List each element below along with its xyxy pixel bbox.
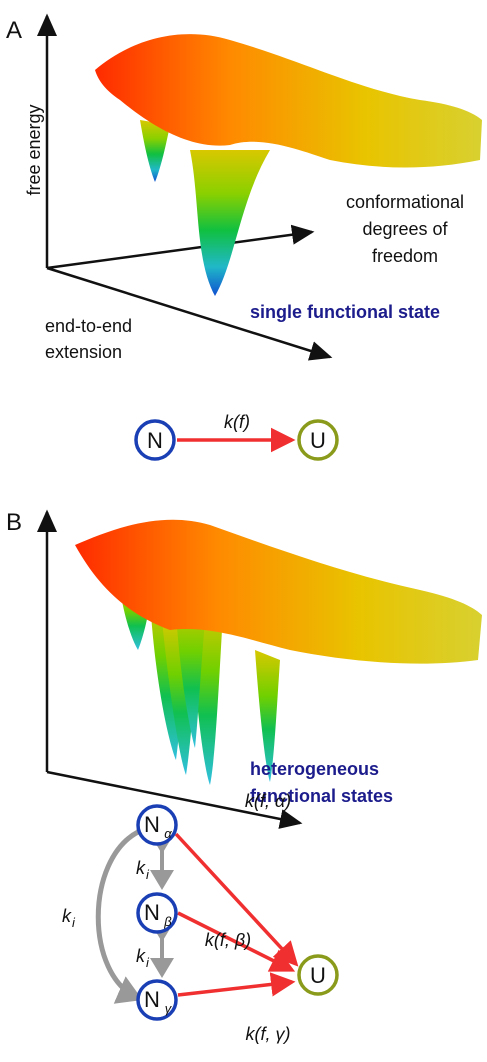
caption: heterogeneous bbox=[250, 759, 379, 779]
rate-label: k(f, β) bbox=[205, 930, 251, 950]
axes bbox=[37, 509, 303, 829]
node-label: N bbox=[147, 428, 163, 453]
node-label: N bbox=[144, 900, 160, 925]
exchange-rate-subscript: i bbox=[72, 915, 76, 930]
rate-label: k(f, α) bbox=[245, 791, 291, 811]
node-subscript: α bbox=[164, 826, 172, 841]
scheme: N α N β N γ U k(f, α) k(f, β) k(f, γ) k … bbox=[62, 791, 339, 1044]
node-label: U bbox=[310, 963, 326, 988]
axis-label: end-to-end bbox=[45, 316, 132, 336]
exchange-rate-subscript: i bbox=[146, 867, 150, 882]
rate-label: k(f, γ) bbox=[246, 1024, 291, 1044]
axis-label: conformational bbox=[346, 192, 464, 212]
node-label: N bbox=[144, 812, 160, 837]
energy-surface bbox=[75, 519, 482, 785]
rate-label: k(f) bbox=[224, 412, 250, 432]
panel-label: B bbox=[6, 509, 22, 536]
exchange-rate: k bbox=[136, 858, 146, 878]
axis-label: free energy bbox=[24, 104, 44, 195]
node-subscript: γ bbox=[165, 1001, 173, 1016]
axis-label: extension bbox=[45, 342, 122, 362]
exchange-rate: k bbox=[136, 946, 146, 966]
panel-label: A bbox=[6, 17, 22, 44]
axis-label: freedom bbox=[372, 246, 438, 266]
scheme: N k(f) U bbox=[134, 412, 339, 461]
node-subscript: β bbox=[163, 914, 172, 929]
axes bbox=[37, 13, 333, 361]
node-label: N bbox=[144, 987, 160, 1012]
node-label: U bbox=[310, 428, 326, 453]
caption: single functional state bbox=[250, 302, 440, 322]
axis-label: degrees of bbox=[362, 219, 448, 239]
exchange-rate-subscript: i bbox=[146, 955, 150, 970]
energy-surface bbox=[95, 34, 482, 296]
exchange-rate: k bbox=[62, 906, 72, 926]
caption: functional states bbox=[250, 786, 393, 806]
